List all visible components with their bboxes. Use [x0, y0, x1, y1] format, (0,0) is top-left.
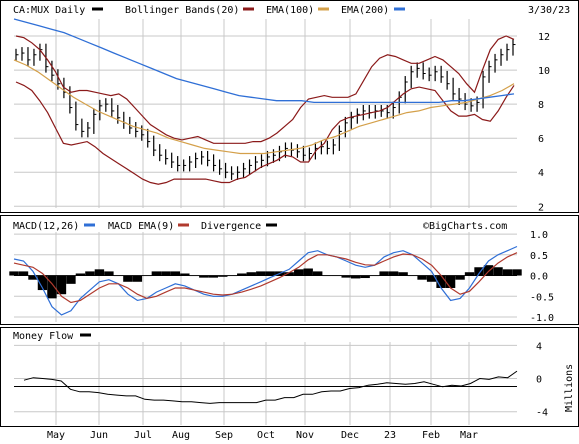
macd-label: MACD(12,26) [13, 221, 79, 232]
macd-line [13, 245, 518, 316]
divergence-bar [426, 275, 437, 282]
divergence-bar [398, 272, 408, 276]
price-tick-label: 6 [538, 134, 544, 145]
divergence-bar [417, 275, 427, 280]
month-label: Mar [460, 430, 478, 441]
month-label: Jul [134, 430, 152, 441]
ema100-label: EMA(100) [266, 5, 314, 16]
divergence-bar [66, 275, 76, 284]
month-label: 23 [384, 430, 396, 441]
month-label: Sep [215, 430, 233, 441]
price-axis-ticks: 2 4 6 8 10 12 [538, 32, 550, 213]
moneyflow-grid [14, 342, 517, 425]
divergence-bar [312, 271, 323, 276]
moneyflow-line [23, 370, 518, 404]
signal-label: MACD EMA(9) [108, 221, 174, 232]
divergence-bar [28, 275, 38, 280]
divergence-bar [303, 268, 313, 276]
divergence-bar [464, 272, 475, 276]
divergence-bar [37, 275, 48, 291]
divergence-bar [237, 273, 247, 276]
price-tick-label: 12 [538, 32, 550, 43]
divergence-bar [388, 271, 399, 276]
price-tick-label: 8 [538, 100, 544, 111]
divergence-bar [151, 271, 162, 276]
bollinger-upper-line [15, 35, 515, 144]
moneyflow-tick-label: 0 [536, 375, 542, 386]
moneyflow-tick-label: -4 [536, 408, 548, 419]
divergence-bar [474, 267, 484, 276]
divergence-bar [341, 275, 351, 278]
bollinger-label: Bollinger Bands(20) [125, 5, 239, 16]
macd-tick-label: -0.5 [530, 292, 554, 303]
divergence-bar [436, 275, 446, 288]
divergence-bar [256, 271, 266, 276]
moneyflow-axis-ticks: -4 0 4 [536, 341, 548, 418]
price-panel-frame [0, 0, 579, 213]
divergence-bar [9, 271, 19, 276]
divergence-bar [94, 269, 105, 276]
divergence-bar [161, 271, 171, 276]
divergence-bar [104, 271, 114, 276]
divergence-bar [132, 275, 143, 282]
divergence-bar [360, 275, 370, 279]
divergence-bar [199, 275, 209, 278]
divergence-bar [284, 272, 294, 276]
ema200-line [13, 18, 515, 104]
month-label: Oct [257, 430, 275, 441]
divergence-bar [350, 275, 361, 279]
divergence-bar [294, 269, 304, 276]
moneyflow-tick-label: 4 [536, 341, 542, 352]
bigcharts-watermark: ©BigCharts.com [423, 221, 507, 232]
divergence-bar [123, 275, 133, 282]
month-label: Dec [341, 430, 359, 441]
month-label: May [47, 430, 65, 441]
divergence-bar [85, 271, 95, 276]
divergence-bar [218, 275, 228, 277]
price-tick-label: 4 [538, 168, 544, 179]
signal-line [13, 252, 518, 304]
divergence-label: Divergence [201, 221, 261, 232]
divergence-bar [483, 265, 494, 276]
macd-tick-label: 1.0 [530, 230, 548, 241]
bollinger-lower-line [15, 81, 515, 185]
ema200-label: EMA(200) [341, 5, 389, 16]
ema100-line [13, 59, 515, 155]
macd-axis-ticks: -1.0 -0.5 0.0 0.5 1.0 [530, 230, 554, 324]
divergence-bar [56, 275, 67, 295]
divergence-bar [180, 273, 190, 276]
macd-tick-label: 0.0 [530, 272, 548, 283]
divergence-bar [445, 275, 456, 288]
symbol-label: CA:MUX Daily [13, 5, 85, 16]
divergence-bar [208, 275, 219, 278]
month-label: Nov [296, 430, 314, 441]
divergence-bar [47, 275, 57, 299]
month-label: Jun [90, 430, 108, 441]
x-axis-month-labels: May Jun Jul Aug Sep Oct Nov Dec 23 Feb Mar [47, 430, 478, 441]
divergence-bar [170, 271, 181, 276]
divergence-bar [18, 271, 29, 276]
price-tick-label: 10 [538, 66, 550, 77]
divergence-bar [455, 275, 465, 280]
moneyflow-label: Money Flow [13, 331, 74, 342]
divergence-bar [379, 271, 389, 276]
divergence-bar [265, 271, 275, 276]
macd-tick-label: -1.0 [530, 313, 554, 324]
divergence-bar [246, 272, 256, 276]
divergence-bar [493, 267, 503, 276]
divergence-bar [75, 273, 86, 276]
month-label: Feb [422, 430, 440, 441]
moneyflow-unit-label: Millions [564, 364, 575, 412]
chart-date: 3/30/23 [528, 5, 570, 16]
divergence-bar [512, 269, 522, 276]
macd-tick-label: 0.5 [530, 251, 548, 262]
divergence-bar [502, 269, 513, 276]
price-grid [14, 19, 517, 208]
price-tick-label: 2 [538, 202, 544, 213]
month-label: Aug [172, 430, 190, 441]
